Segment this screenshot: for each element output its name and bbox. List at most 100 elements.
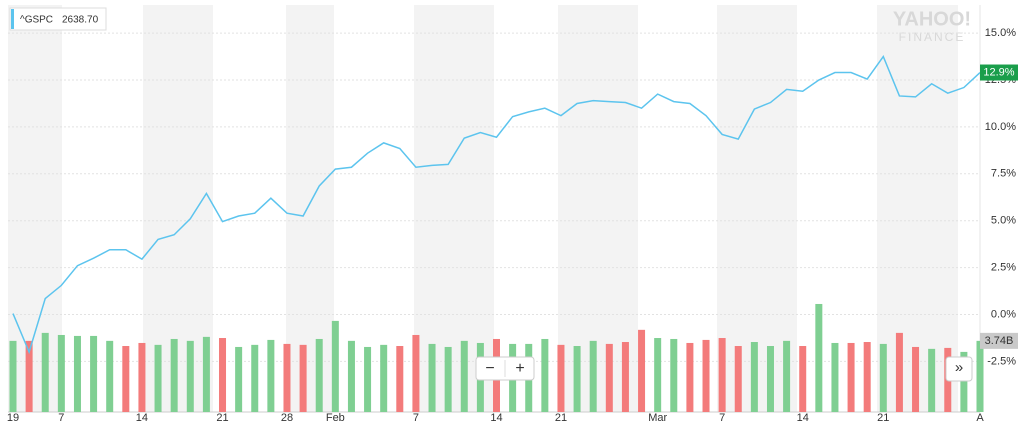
volume-bar bbox=[831, 342, 839, 412]
volume-bar bbox=[670, 338, 678, 412]
volume-bar bbox=[106, 340, 114, 412]
y-tick-label: 2.5% bbox=[991, 261, 1016, 273]
band bbox=[143, 5, 213, 412]
current-label: 12.9% bbox=[983, 66, 1014, 78]
volume-bar bbox=[783, 340, 791, 412]
zoom-in[interactable]: + bbox=[515, 360, 524, 377]
volume-bar bbox=[202, 336, 210, 412]
volume-bar bbox=[847, 342, 855, 412]
x-tick-label: 21 bbox=[877, 412, 889, 424]
x-tick-label: 14 bbox=[490, 412, 502, 424]
volume-bar bbox=[573, 346, 581, 412]
volume-bar bbox=[960, 351, 968, 412]
volume-bar bbox=[621, 342, 629, 412]
volume-bar bbox=[170, 338, 178, 412]
volume-bar bbox=[589, 340, 597, 412]
volume-bar bbox=[122, 346, 130, 412]
legend-name: ^GSPC bbox=[20, 15, 53, 26]
volume-bar bbox=[815, 303, 823, 412]
volume-bar bbox=[315, 338, 323, 412]
x-tick-label: A bbox=[976, 412, 984, 424]
volume-bar bbox=[718, 338, 726, 412]
volume-bar bbox=[347, 340, 355, 412]
volume-bar bbox=[654, 338, 662, 412]
x-tick-label: 21 bbox=[555, 412, 567, 424]
volume-bar bbox=[41, 332, 49, 412]
volume-bar bbox=[638, 329, 646, 412]
volume-bar bbox=[686, 342, 694, 412]
volume-bar bbox=[460, 340, 468, 412]
volume-bar bbox=[444, 346, 452, 412]
volume-bar bbox=[895, 332, 903, 412]
x-tick-label: 28 bbox=[281, 412, 293, 424]
volume-bar bbox=[283, 343, 291, 412]
volume-bar bbox=[90, 335, 98, 412]
volume-bar bbox=[912, 346, 920, 412]
volume-bar bbox=[154, 344, 162, 412]
price-line bbox=[12, 55, 981, 355]
volume-bar bbox=[541, 338, 549, 412]
volume-bar bbox=[25, 340, 33, 412]
volume-bar bbox=[251, 344, 259, 412]
volume-bar bbox=[702, 339, 710, 412]
y-tick-label: 15.0% bbox=[985, 27, 1016, 39]
volume-bar bbox=[412, 334, 420, 412]
volume-bar bbox=[9, 340, 17, 412]
volume-bar bbox=[799, 346, 807, 412]
volume-bar bbox=[186, 340, 194, 412]
x-tick-label: Feb bbox=[326, 412, 345, 424]
volume-bar bbox=[976, 340, 984, 412]
watermark: YAHOO! FINANCE bbox=[893, 8, 971, 44]
band bbox=[286, 5, 334, 412]
volume-bar bbox=[879, 343, 887, 412]
y-tick-label: 0.0% bbox=[991, 308, 1016, 320]
legend: ^GSPC 2638.70 bbox=[9, 7, 107, 31]
volume-bar bbox=[766, 346, 774, 412]
legend-swatch bbox=[11, 9, 14, 29]
volume-bar bbox=[57, 334, 65, 412]
week-bands bbox=[8, 5, 958, 412]
scroll-right[interactable]: » bbox=[955, 359, 963, 376]
watermark-text: YAHOO! bbox=[893, 8, 971, 30]
current-badge bbox=[980, 64, 1018, 81]
x-tick-label: 7 bbox=[719, 412, 725, 424]
volume-bar bbox=[364, 346, 372, 412]
volume-bar bbox=[331, 320, 339, 412]
volume-bar bbox=[299, 344, 307, 412]
legend-box bbox=[9, 7, 107, 31]
volume-bar bbox=[428, 343, 436, 412]
volume-bar bbox=[219, 338, 227, 412]
band bbox=[8, 5, 62, 412]
legend-quote: 2638.70 bbox=[62, 15, 99, 26]
x-tick-label: 7 bbox=[58, 412, 64, 424]
x-tick-label: Mar bbox=[648, 412, 667, 424]
zoom-control: − + bbox=[475, 356, 535, 381]
volume-bar bbox=[396, 346, 404, 412]
volume-bar bbox=[734, 346, 742, 412]
zoom-out[interactable]: − bbox=[485, 360, 494, 377]
volume-bar bbox=[605, 343, 613, 412]
scroll-box bbox=[945, 356, 973, 382]
x-tick-label: 19 bbox=[7, 412, 19, 424]
volume-bar bbox=[750, 342, 758, 412]
x-tick-label: 7 bbox=[413, 412, 419, 424]
volume-badge bbox=[980, 332, 1018, 349]
y-tick-label: 5.0% bbox=[991, 215, 1016, 227]
x-tick-label: 14 bbox=[136, 412, 148, 424]
y-tick-label: 7.5% bbox=[991, 168, 1016, 180]
volume-bar bbox=[863, 342, 871, 412]
volume-label: 3.74B bbox=[985, 335, 1014, 347]
y-tick-label: -2.5% bbox=[987, 355, 1016, 367]
x-tick-label: 14 bbox=[797, 412, 809, 424]
x-tick-label: 21 bbox=[216, 412, 228, 424]
volume-bar bbox=[235, 346, 243, 412]
volume-bar bbox=[557, 344, 565, 412]
volume-bar bbox=[138, 342, 146, 412]
volume-bar bbox=[73, 335, 81, 412]
watermark-text: FINANCE bbox=[899, 30, 966, 44]
volume-bar bbox=[267, 339, 275, 412]
scroll-control: » bbox=[945, 356, 973, 382]
volume-bar bbox=[928, 348, 936, 412]
